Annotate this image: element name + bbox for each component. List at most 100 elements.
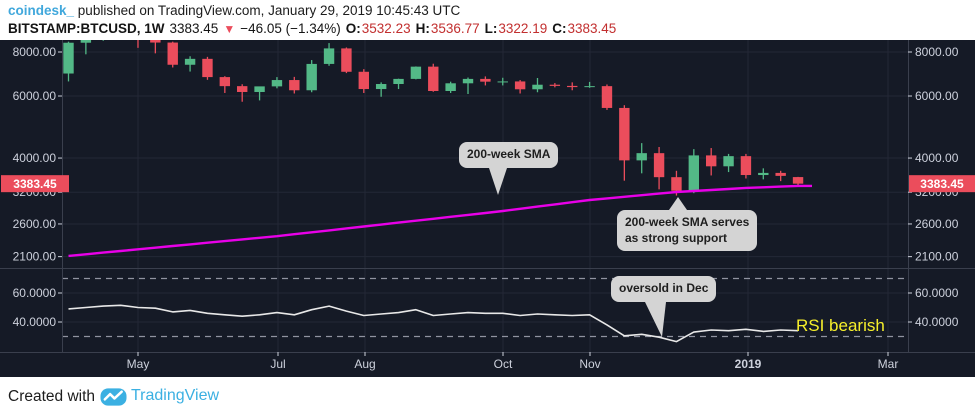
candle-body bbox=[549, 84, 561, 86]
svg-text:2019: 2019 bbox=[735, 357, 762, 371]
publish-line: coindesk_ published on TradingView.com, … bbox=[8, 3, 460, 18]
svg-text:Aug: Aug bbox=[354, 357, 375, 371]
svg-text:2600.00: 2600.00 bbox=[13, 217, 57, 231]
candle-body bbox=[619, 107, 630, 161]
candle-body bbox=[584, 86, 595, 88]
close-label: C: bbox=[552, 21, 567, 36]
close-value: 3383.45 bbox=[567, 21, 617, 36]
candle-body bbox=[289, 80, 300, 91]
oversold-callout: oversold in Dec bbox=[611, 276, 717, 337]
callout-pointer bbox=[645, 301, 666, 337]
svg-text:May: May bbox=[127, 357, 150, 371]
candle-body bbox=[358, 71, 369, 90]
tradingview-brand-link[interactable]: TradingView bbox=[131, 387, 220, 404]
candle-body bbox=[705, 155, 717, 167]
down-arrow-icon: ▼ bbox=[223, 22, 236, 36]
candle-body bbox=[271, 80, 283, 87]
candle-body bbox=[532, 84, 543, 90]
svg-text:60.0000: 60.0000 bbox=[13, 286, 57, 300]
candle-body bbox=[306, 63, 317, 91]
sma-callout: 200-week SMA bbox=[459, 142, 559, 195]
rsi-bearish-label: RSI bearish bbox=[796, 316, 885, 335]
candle-body bbox=[375, 84, 387, 90]
candle-body bbox=[184, 58, 196, 65]
support-callout: 200-week SMA serves as strong support bbox=[617, 197, 758, 252]
candle-body bbox=[445, 83, 456, 91]
candle-body bbox=[254, 86, 265, 92]
candle-body bbox=[150, 40, 161, 43]
callout-pointer bbox=[669, 197, 687, 210]
created-with-text: Created with bbox=[8, 388, 96, 405]
price-change: −46.05 (−1.34%) bbox=[240, 21, 341, 36]
candle-body bbox=[740, 156, 752, 176]
svg-text:6000.00: 6000.00 bbox=[13, 89, 57, 103]
candle-body bbox=[63, 42, 74, 74]
symbol-title: BITSTAMP:BTCUSD, 1W bbox=[8, 21, 165, 36]
last-price-tag: 3383.45 3383.45 bbox=[1, 175, 975, 193]
candle-body bbox=[480, 78, 491, 82]
svg-text:2100.00: 2100.00 bbox=[13, 250, 57, 264]
header: coindesk_ published on TradingView.com, … bbox=[0, 0, 975, 40]
candle-body bbox=[237, 86, 248, 92]
open-value: 3532.23 bbox=[361, 21, 411, 36]
svg-text:6000.00: 6000.00 bbox=[915, 89, 959, 103]
low-value: 3322.19 bbox=[498, 21, 548, 36]
svg-text:40.0000: 40.0000 bbox=[915, 315, 959, 329]
candle-body bbox=[428, 66, 439, 91]
svg-text:4000.00: 4000.00 bbox=[13, 151, 57, 165]
sma-line bbox=[68, 184, 812, 258]
pane-separators bbox=[0, 40, 975, 353]
candle-body bbox=[601, 86, 613, 108]
candle-body bbox=[341, 48, 352, 72]
svg-text:4000.00: 4000.00 bbox=[915, 151, 959, 165]
publisher-link[interactable]: coindesk_ bbox=[8, 3, 75, 18]
low-label: L: bbox=[484, 21, 498, 36]
oversold-callout-text: oversold in Dec bbox=[619, 281, 709, 295]
candle-body bbox=[671, 177, 682, 191]
sma-callout-text: 200-week SMA bbox=[467, 147, 551, 161]
support-callout-line1: 200-week SMA serves bbox=[625, 215, 750, 229]
support-callout-line2: as strong support bbox=[625, 230, 728, 245]
candle-body bbox=[80, 40, 92, 43]
candle-body bbox=[723, 156, 734, 167]
candle-body bbox=[758, 172, 769, 176]
candle-body bbox=[497, 81, 508, 83]
time-axis[interactable]: May Jul Aug Oct Nov 2019 Mar bbox=[127, 352, 899, 371]
candle-body bbox=[323, 48, 335, 64]
rsi-band-lines bbox=[62, 277, 908, 338]
svg-text:Oct: Oct bbox=[494, 357, 513, 371]
symbol-line: BITSTAMP:BTCUSD, 1W 3383.45 ▼ −46.05 (−1.34… bbox=[8, 21, 621, 36]
candle-body bbox=[393, 78, 404, 85]
svg-text:2100.00: 2100.00 bbox=[915, 250, 959, 264]
candle-body bbox=[202, 58, 213, 78]
publish-info: published on TradingView.com, January 29… bbox=[77, 3, 461, 18]
candle-body bbox=[514, 81, 526, 90]
svg-text:Mar: Mar bbox=[878, 357, 899, 371]
svg-text:60.0000: 60.0000 bbox=[915, 286, 959, 300]
candle-body bbox=[653, 153, 665, 178]
open-label: O: bbox=[345, 21, 361, 36]
svg-text:Jul: Jul bbox=[270, 357, 285, 371]
svg-text:Nov: Nov bbox=[579, 357, 600, 371]
candle-body bbox=[167, 42, 178, 65]
svg-text:2600.00: 2600.00 bbox=[915, 217, 959, 231]
last-price: 3383.45 bbox=[169, 21, 219, 36]
svg-text:3383.45: 3383.45 bbox=[13, 177, 57, 191]
candle-body bbox=[567, 85, 578, 88]
candle-body bbox=[775, 172, 786, 176]
candle-body bbox=[792, 177, 804, 184]
candle-body bbox=[636, 153, 647, 161]
candles bbox=[63, 40, 804, 196]
candle-body bbox=[219, 77, 231, 87]
candle-body bbox=[410, 66, 422, 79]
svg-text:8000.00: 8000.00 bbox=[915, 45, 959, 59]
high-value: 3536.77 bbox=[430, 21, 480, 36]
callout-pointer bbox=[489, 167, 507, 195]
footer: Created with TradingView bbox=[0, 377, 975, 418]
svg-text:3383.45: 3383.45 bbox=[920, 177, 964, 191]
candle-body bbox=[462, 78, 474, 84]
svg-text:8000.00: 8000.00 bbox=[13, 45, 57, 59]
high-label: H: bbox=[415, 21, 430, 36]
tradingview-logo-icon bbox=[100, 388, 127, 406]
